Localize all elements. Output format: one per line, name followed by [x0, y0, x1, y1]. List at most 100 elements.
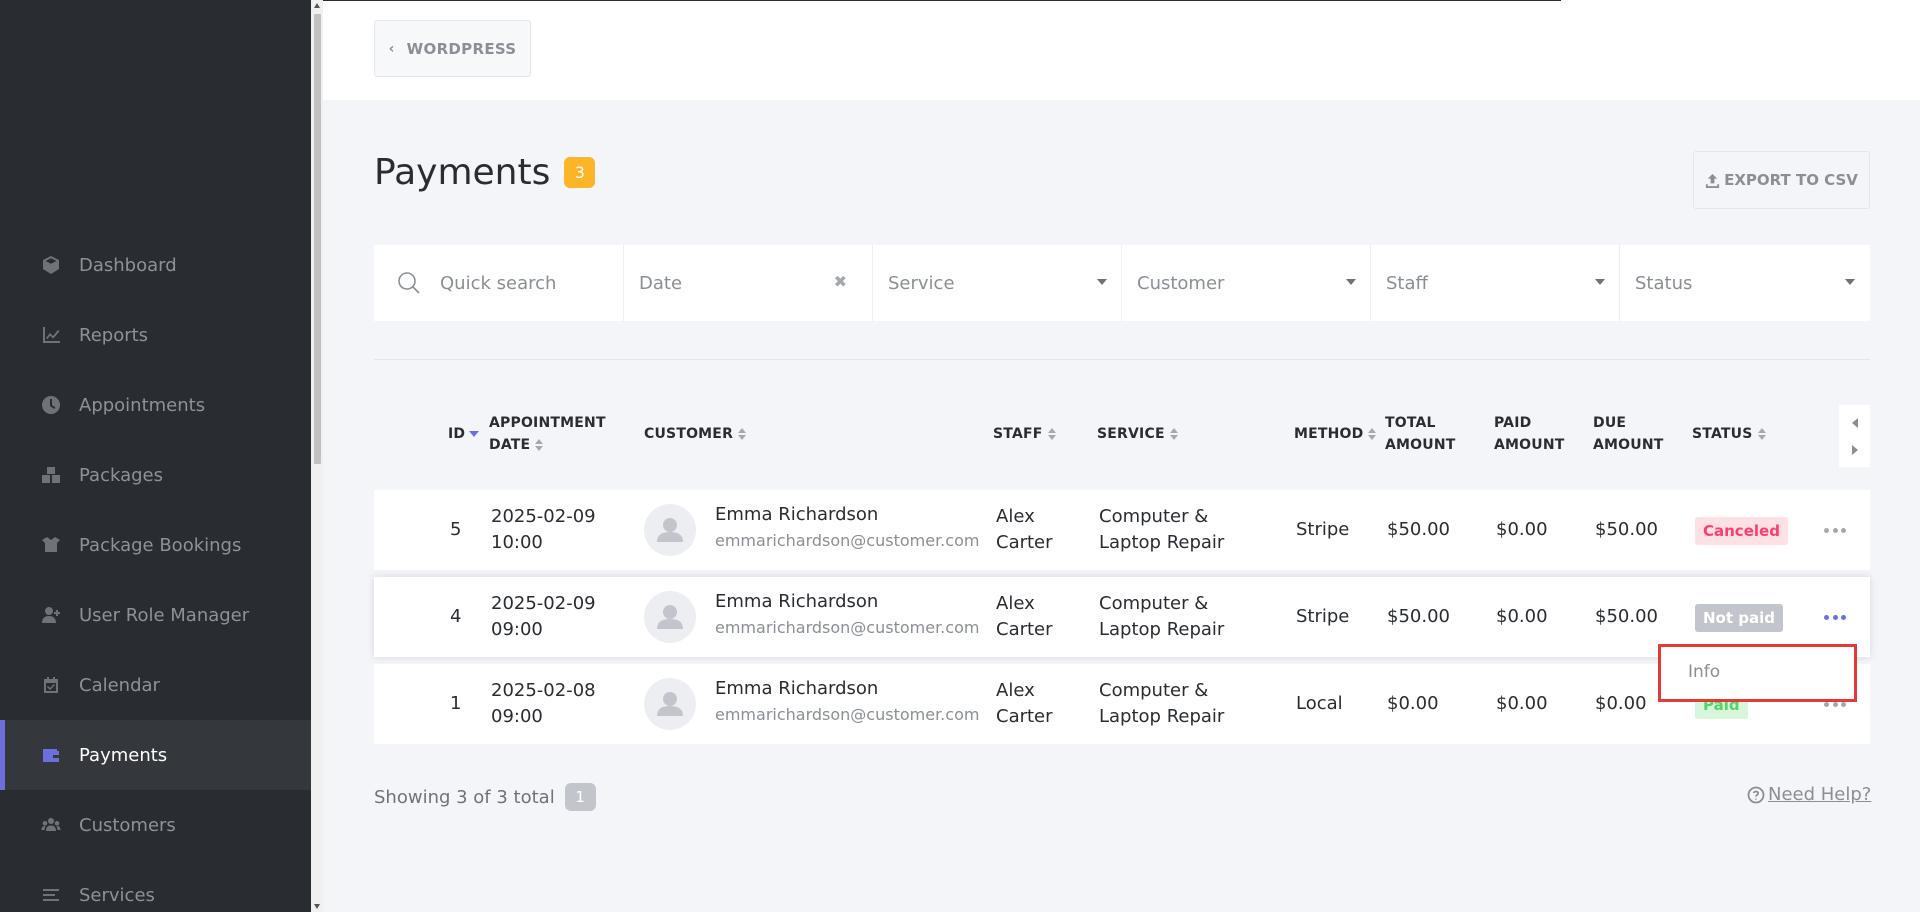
sidebar-item-services[interactable]: Services	[0, 860, 311, 912]
date-filter[interactable]: Date ✖	[624, 245, 873, 321]
row-staff: Carter	[996, 706, 1053, 727]
need-help-label: Need Help?	[1768, 784, 1872, 805]
column-header-total-amount: TOTAL AMOUNT	[1385, 412, 1456, 456]
filter-bar: Quick search Date ✖ Service Customer Sta…	[374, 245, 1870, 321]
top-line	[323, 0, 1561, 1]
showing-text: Showing 3 of 3 total	[374, 786, 555, 808]
scroll-left-icon[interactable]	[1852, 418, 1858, 428]
column-header-label: STAFF	[993, 426, 1043, 442]
sidebar-item-label: Customers	[79, 814, 176, 836]
service-filter[interactable]: Service	[873, 245, 1122, 321]
scroll-down-arrow-icon[interactable]	[314, 904, 320, 909]
column-header-label: STATUS	[1692, 426, 1753, 442]
row-id: 5	[450, 519, 462, 540]
sort-icon	[1368, 428, 1377, 440]
wallet-icon	[38, 745, 64, 765]
sort-icon	[1757, 428, 1766, 440]
customer-email: emmarichardson@customer.com	[715, 618, 980, 637]
page-number-button[interactable]: 1	[564, 783, 596, 811]
dashboard-icon	[38, 255, 64, 275]
row-time: 10:00	[491, 532, 543, 553]
sidebar-item-user-role-manager[interactable]: User Role Manager	[0, 580, 311, 650]
search-icon	[398, 272, 420, 294]
table-row[interactable]: 5 2025-02-09 10:00 Emma Richardson emmar…	[374, 490, 1870, 570]
page-scrollbar[interactable]	[311, 0, 323, 912]
menu-item-info[interactable]: Info	[1688, 662, 1721, 682]
status-filter-label: Status	[1635, 272, 1693, 294]
sort-desc-icon	[469, 431, 480, 437]
customer-name: Emma Richardson	[715, 678, 879, 699]
column-header-label: AMOUNT	[1385, 437, 1456, 453]
sort-icon	[1169, 428, 1178, 440]
table-row[interactable]: 1 2025-02-08 09:00 Emma Richardson emmar…	[374, 664, 1870, 744]
row-staff: Alex	[996, 506, 1035, 527]
more-actions-icon[interactable]	[1824, 607, 1846, 627]
staff-filter[interactable]: Staff	[1371, 245, 1620, 321]
wordpress-back-button[interactable]: ‹ WORDPRESS	[374, 20, 531, 77]
column-header-service[interactable]: SERVICE	[1097, 423, 1178, 445]
sidebar-item-label: Payments	[79, 744, 168, 766]
clear-icon[interactable]: ✖	[833, 272, 847, 291]
row-date: 2025-02-08	[491, 680, 596, 701]
row-method: Stripe	[1296, 606, 1350, 627]
avatar	[644, 591, 696, 643]
scrollbar-thumb[interactable]	[314, 14, 321, 464]
row-total-amount: $50.00	[1387, 519, 1450, 540]
row-id: 4	[450, 606, 462, 627]
row-service: Laptop Repair	[1099, 532, 1225, 553]
customer-filter[interactable]: Customer	[1122, 245, 1371, 321]
staff-filter-label: Staff	[1386, 272, 1428, 294]
sidebar-item-appointments[interactable]: Appointments	[0, 370, 311, 440]
more-actions-icon[interactable]	[1824, 520, 1846, 540]
column-header-label: APPOINTMENT	[489, 415, 606, 431]
sidebar-item-reports[interactable]: Reports	[0, 300, 311, 370]
row-method: Stripe	[1296, 519, 1350, 540]
column-header-label: CUSTOMER	[644, 426, 734, 442]
sidebar-item-calendar[interactable]: Calendar	[0, 650, 311, 720]
caret-down-icon	[1346, 279, 1356, 285]
row-total-amount: $50.00	[1387, 606, 1450, 627]
column-header-label: DUE	[1593, 415, 1627, 431]
column-header-due-amount: DUE AMOUNT	[1593, 412, 1664, 456]
sidebar-item-label: Appointments	[79, 394, 206, 416]
sidebar-item-payments[interactable]: Payments	[0, 720, 311, 790]
search-input[interactable]: Quick search	[374, 245, 624, 321]
more-actions-icon[interactable]	[1824, 694, 1846, 714]
scroll-right-icon[interactable]	[1852, 445, 1858, 455]
sidebar-nav: Dashboard Reports Appointments Packages …	[0, 230, 311, 912]
column-header-customer[interactable]: CUSTOMER	[644, 423, 747, 445]
caret-down-icon	[1595, 279, 1605, 285]
column-header-staff[interactable]: STAFF	[993, 423, 1056, 445]
row-service: Laptop Repair	[1099, 619, 1225, 640]
status-badge: Not paid	[1695, 604, 1783, 632]
row-service: Computer &	[1099, 680, 1209, 701]
sidebar-item-label: Services	[79, 884, 155, 906]
users-icon	[38, 815, 64, 835]
caret-down-icon	[1845, 279, 1855, 285]
row-due-amount: $50.00	[1595, 606, 1658, 627]
need-help-link[interactable]: Need Help?	[1747, 784, 1871, 805]
column-header-appointment-date[interactable]: APPOINTMENT DATE	[489, 412, 606, 456]
table-row[interactable]: 4 2025-02-09 09:00 Emma Richardson emmar…	[374, 577, 1870, 657]
status-filter[interactable]: Status	[1620, 245, 1869, 321]
row-service: Computer &	[1099, 593, 1209, 614]
column-header-label: PAID	[1494, 415, 1532, 431]
sidebar-item-customers[interactable]: Customers	[0, 790, 311, 860]
scroll-up-arrow-icon[interactable]	[314, 3, 320, 8]
column-header-status[interactable]: STATUS	[1692, 423, 1766, 445]
sort-icon	[1047, 428, 1056, 440]
sidebar-item-packages[interactable]: Packages	[0, 440, 311, 510]
sidebar-item-label: Package Bookings	[79, 534, 242, 556]
column-header-method[interactable]: METHOD	[1294, 423, 1377, 445]
question-circle-icon	[1747, 786, 1765, 803]
sidebar-item-dashboard[interactable]: Dashboard	[0, 230, 311, 300]
export-csv-button[interactable]: EXPORT TO CSV	[1693, 151, 1870, 209]
sidebar-item-package-bookings[interactable]: Package Bookings	[0, 510, 311, 580]
page-title: Payments 3	[374, 152, 596, 193]
row-date: 2025-02-09	[491, 506, 596, 527]
list-icon	[38, 885, 64, 905]
customer-filter-label: Customer	[1137, 272, 1225, 294]
column-header-id[interactable]: ID	[448, 423, 480, 445]
service-filter-label: Service	[888, 272, 955, 294]
sort-icon	[535, 439, 544, 451]
